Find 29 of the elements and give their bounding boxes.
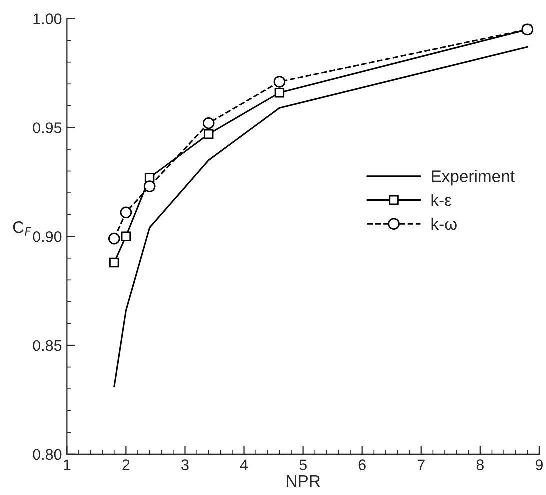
point: [202, 117, 215, 130]
x-tick-label: 8: [476, 460, 484, 470]
x-axis-title: NPR: [287, 476, 320, 487]
y-tick-label: 1.00: [34, 14, 62, 24]
x-tick-label: 5: [300, 460, 307, 470]
legend-label: k-ε: [432, 194, 452, 206]
x-tick-label: 3: [182, 460, 189, 470]
point: [121, 232, 132, 242]
x-tick-label: 4: [240, 460, 248, 470]
y-tick-label: 0.85: [33, 340, 62, 352]
point: [108, 232, 120, 245]
x-tick-label: 2: [122, 460, 130, 470]
y-tick-label: 0.90: [33, 231, 62, 242]
point: [120, 206, 132, 219]
x-tick-label: 9: [536, 460, 543, 470]
y-tick-label: 0.95: [33, 122, 62, 134]
point: [110, 258, 120, 268]
point: [144, 180, 156, 192]
y-tick-label: 0.80: [33, 449, 62, 460]
legend-label: k-ω: [432, 218, 457, 230]
legend-label: Experiment: [432, 170, 515, 186]
x-tick-label: 1: [64, 460, 71, 470]
x-tick-label: 7: [418, 460, 425, 470]
point: [274, 88, 285, 98]
y-axis-title: C$_{F}$: [13, 221, 32, 236]
x-tick-label: 6: [358, 460, 366, 470]
point: [274, 76, 286, 88]
point: [204, 129, 214, 140]
line-series: [114, 46, 528, 388]
